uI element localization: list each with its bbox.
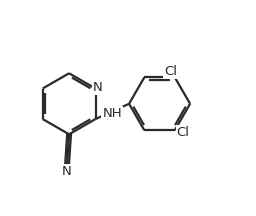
Text: Cl: Cl xyxy=(177,126,190,139)
Text: N: N xyxy=(93,81,102,94)
Text: NH: NH xyxy=(102,107,122,120)
Text: Cl: Cl xyxy=(164,65,177,78)
Text: N: N xyxy=(62,165,72,178)
